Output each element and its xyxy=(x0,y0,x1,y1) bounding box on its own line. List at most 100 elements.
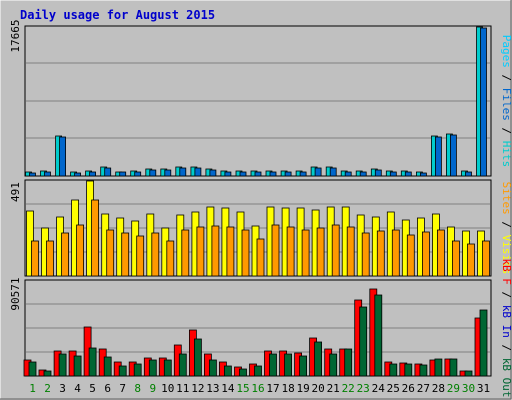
bar-kb-out-day-undefined xyxy=(239,368,247,377)
bar-files-day-29 xyxy=(449,134,457,177)
bar-kb-out-day-undefined xyxy=(389,363,398,377)
bar-sites-day-undefined xyxy=(61,232,69,277)
x-tick-label: 19 xyxy=(296,382,309,395)
bar-sites-day-undefined xyxy=(166,240,175,277)
bar-sites-day-undefined xyxy=(391,229,400,277)
bar-sites-day-undefined xyxy=(151,232,160,277)
bar-sites-day-undefined xyxy=(451,240,460,277)
legend-label: Pages / Files / Hits xyxy=(500,35,512,168)
bar-sites-day-undefined xyxy=(136,235,145,277)
bar-kb-out-day-undefined xyxy=(284,353,293,377)
bar-files-day-28 xyxy=(434,136,442,177)
bar-kb-out-day-undefined xyxy=(148,359,157,377)
legend-separator: / xyxy=(500,121,512,141)
x-tick-label: 23 xyxy=(357,382,370,395)
bar-files-day-4 xyxy=(74,172,81,177)
bar-sites-day-undefined xyxy=(301,229,310,277)
bar-sites-day-undefined xyxy=(331,224,340,277)
bar-kb-out-day-undefined xyxy=(208,359,217,377)
bar-kb-out-day-undefined xyxy=(269,353,277,377)
bar-kb-out-day-undefined xyxy=(118,365,127,377)
bar-sites-day-undefined xyxy=(211,225,220,277)
x-tick-label: 20 xyxy=(311,382,324,395)
bar-sites-day-undefined xyxy=(181,229,190,277)
bar-kb-out-day-undefined xyxy=(404,363,413,377)
x-tick-label: 10 xyxy=(161,382,174,395)
bar-sites-day-undefined xyxy=(76,224,84,277)
bar-kb-out-day-undefined xyxy=(73,355,82,377)
x-tick-label: 1 xyxy=(29,382,36,395)
bar-kb-out-day-undefined xyxy=(479,309,488,377)
x-tick-label: 15 xyxy=(236,382,249,395)
x-tick-label: 13 xyxy=(206,382,219,395)
x-tick-label: 27 xyxy=(417,382,430,395)
x-tick-label: 24 xyxy=(372,382,386,395)
y-axis-max-label: 17665 xyxy=(9,19,22,52)
bar-kb-out-day-undefined xyxy=(254,365,262,377)
bar-sites-day-undefined xyxy=(106,229,115,277)
bar-files-day-14 xyxy=(224,171,232,177)
bar-sites-day-undefined xyxy=(46,240,54,277)
x-tick-label: 25 xyxy=(387,382,400,395)
bar-kb-out-day-undefined xyxy=(58,353,67,377)
bar-files-day-2 xyxy=(44,171,51,177)
bar-kb-out-day-undefined xyxy=(223,365,232,377)
bar-sites-day-undefined xyxy=(316,227,325,277)
x-tick-label: 11 xyxy=(176,382,189,395)
chart-title: Daily usage for August 2015 xyxy=(20,8,215,22)
bar-kb-out-day-undefined xyxy=(374,294,383,377)
bar-kb-out-day-undefined xyxy=(329,353,338,377)
bar-sites-day-undefined xyxy=(241,229,250,277)
x-tick-label: 18 xyxy=(281,382,294,395)
bar-files-day-12 xyxy=(194,167,202,177)
bar-files-day-11 xyxy=(179,167,187,177)
bar-kb-out-day-undefined xyxy=(464,370,473,377)
bar-files-day-1 xyxy=(29,172,36,177)
bar-files-day-9 xyxy=(149,169,157,177)
x-tick-label: 5 xyxy=(89,382,96,395)
bar-sites-day-undefined xyxy=(482,240,490,277)
bar-kb-out-day-undefined xyxy=(88,347,97,377)
legend-separator: / xyxy=(500,215,512,235)
bar-kb-out-day-undefined xyxy=(193,338,202,377)
x-tick-label: 16 xyxy=(251,382,264,395)
bar-kb-out-day-undefined xyxy=(178,353,187,377)
x-tick-label: 14 xyxy=(221,382,235,395)
x-tick-label: 6 xyxy=(104,382,111,395)
x-tick-label: 21 xyxy=(327,382,340,395)
bar-kb-out-day-undefined xyxy=(299,355,308,377)
bar-kb-out-day-undefined xyxy=(434,358,443,377)
legend-label: kB F / kB In / kB Out xyxy=(500,258,512,397)
legend-separator: / xyxy=(500,338,512,358)
bar-files-day-3 xyxy=(59,136,66,177)
x-tick-label: 29 xyxy=(447,382,460,395)
legend-item: Hits xyxy=(500,141,512,168)
bar-files-day-24 xyxy=(374,169,382,177)
x-tick-label: 28 xyxy=(432,382,445,395)
bar-files-day-21 xyxy=(329,167,337,177)
legend-item: Sites xyxy=(500,182,512,215)
legend-label: Sites / Visits xyxy=(500,182,512,275)
legend-item: kB In xyxy=(500,305,512,338)
bar-kb-out-day-undefined xyxy=(28,361,37,377)
bar-files-day-30 xyxy=(465,171,472,177)
bar-sites-day-undefined xyxy=(376,230,385,277)
bar-files-day-25 xyxy=(389,171,397,177)
x-tick-label: 31 xyxy=(477,382,490,395)
bar-kb-out-day-undefined xyxy=(163,359,172,377)
bar-kb-out-day-undefined xyxy=(344,348,353,377)
bar-files-day-10 xyxy=(164,169,172,177)
bar-kb-out-day-undefined xyxy=(133,363,142,377)
bar-sites-day-undefined xyxy=(196,226,205,277)
bar-files-day-7 xyxy=(119,171,127,177)
bar-files-day-17 xyxy=(269,171,277,177)
x-tick-label: 3 xyxy=(59,382,66,395)
legend-item: kB Out xyxy=(500,358,512,398)
bar-files-day-18 xyxy=(284,171,292,177)
x-tick-label: 12 xyxy=(191,382,204,395)
bar-kb-out-day-undefined xyxy=(103,356,112,377)
bar-files-day-26 xyxy=(404,171,412,177)
legend-item: Files xyxy=(500,88,512,121)
x-tick-label: 7 xyxy=(119,382,126,395)
